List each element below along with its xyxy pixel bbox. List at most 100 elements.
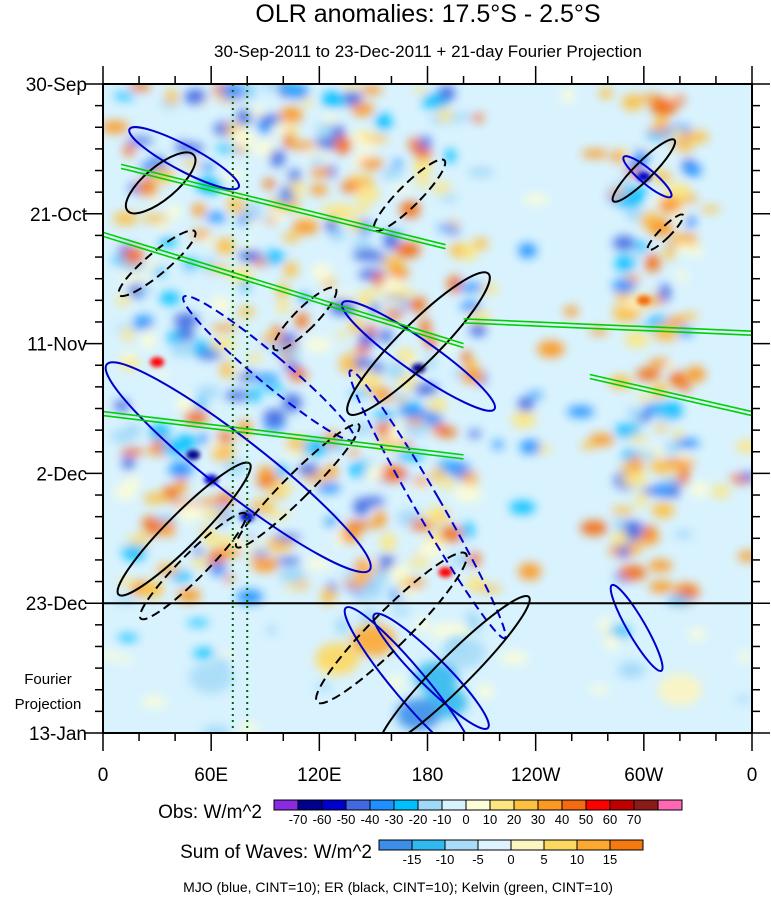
- x-tick-label: 180: [412, 765, 444, 786]
- kelvin-contour: [103, 410, 464, 456]
- obs-colorbar-swatch: [297, 799, 323, 811]
- mjo-contour: [128, 126, 241, 191]
- anomaly-cell: [700, 206, 721, 213]
- anomaly-cell: [325, 517, 337, 527]
- anomaly-cell: [155, 223, 172, 231]
- anomaly-cell: [681, 143, 693, 154]
- x-tick-label: 120W: [511, 765, 561, 786]
- chart-subtitle: 30-Sep-2011 to 23-Dec-2011 + 21-day Four…: [214, 42, 642, 61]
- anomaly-cell: [684, 163, 702, 177]
- plot-area: [103, 84, 752, 733]
- anomaly-cell: [638, 144, 651, 151]
- anomaly-cell: [390, 607, 412, 615]
- anomaly-cell: [618, 565, 647, 581]
- anomaly-cell: [392, 159, 403, 168]
- anomaly-cell: [217, 493, 232, 505]
- anomaly-cell: [469, 322, 487, 337]
- anomaly-cell: [680, 381, 691, 392]
- obs-colorbar-level-label: 40: [555, 812, 569, 827]
- anomaly-cell: [359, 289, 387, 297]
- projection-label-line2: Projection: [15, 696, 82, 713]
- waves-colorbar-level-label: -10: [436, 852, 455, 867]
- obs-colorbar-swatch: [513, 799, 539, 811]
- anomaly-cell: [282, 233, 300, 243]
- anomaly-cell: [176, 503, 204, 522]
- kelvin-contour: [463, 318, 752, 333]
- anomaly-cell: [161, 519, 175, 537]
- anomaly-cell: [184, 410, 208, 425]
- anomaly-cell: [143, 492, 169, 504]
- anomaly-cell: [457, 283, 485, 292]
- anomaly-cell: [154, 371, 168, 379]
- anomaly-cell: [650, 97, 678, 116]
- anomaly-cell: [200, 510, 227, 520]
- anomaly-cell: [363, 496, 385, 507]
- anomaly-cell: [410, 296, 427, 313]
- anomaly-cell: [187, 619, 209, 627]
- anomaly-cell: [271, 127, 289, 136]
- anomaly-cell: [614, 423, 642, 438]
- anomaly-cell: [617, 662, 646, 679]
- obs-colorbar-level-label: -40: [361, 812, 380, 827]
- anomaly-peak: [411, 363, 426, 374]
- anomaly-cell: [321, 587, 335, 606]
- anomaly-cell: [665, 362, 676, 370]
- anomaly-cell: [438, 427, 458, 438]
- anomaly-cell: [195, 386, 221, 399]
- obs-colorbar-swatch: [585, 799, 611, 811]
- anomaly-cell: [468, 430, 481, 438]
- anomaly-cell: [335, 617, 349, 635]
- anomaly-cell: [657, 466, 670, 476]
- er-contour: [611, 138, 677, 203]
- anomaly-cell: [413, 478, 429, 486]
- anomaly-cell: [236, 109, 252, 126]
- kelvin-contour: [120, 163, 446, 246]
- obs-colorbar-swatch: [393, 799, 419, 811]
- obs-colorbar-swatch: [273, 799, 299, 811]
- anomaly-cell: [473, 238, 489, 250]
- anomaly-cell: [114, 92, 136, 100]
- anomaly-cell: [299, 99, 314, 107]
- anomaly-cell: [617, 542, 629, 559]
- anomaly-cell: [269, 511, 291, 520]
- obs-colorbar-level-label: -30: [385, 812, 404, 827]
- obs-colorbar-level-label: 20: [507, 812, 521, 827]
- anomaly-cell: [137, 286, 154, 293]
- er-contour: [234, 422, 361, 549]
- anomaly-cell: [440, 526, 465, 542]
- anomaly-cell: [616, 193, 643, 209]
- projection-cell: [189, 661, 234, 694]
- anomaly-cell: [364, 465, 384, 482]
- anomaly-cell: [252, 557, 279, 572]
- waves-colorbar-level-label: 5: [540, 852, 547, 867]
- anomaly-cell: [666, 316, 687, 326]
- anomaly-cell: [387, 564, 409, 580]
- anomaly-cell: [149, 196, 162, 204]
- er-contour: [646, 213, 685, 252]
- y-tick-label: 11-Nov: [27, 335, 87, 356]
- anomaly-cell: [133, 315, 154, 330]
- anomaly-cell: [674, 244, 694, 254]
- anomaly-cell: [310, 167, 331, 178]
- anomaly-cell: [613, 516, 625, 532]
- obs-colorbar-level-label: 70: [627, 812, 641, 827]
- anomaly-cell: [291, 219, 320, 235]
- obs-colorbar-level-label: -70: [289, 812, 308, 827]
- anomaly-cell: [305, 149, 330, 160]
- anomaly-cell: [159, 291, 180, 305]
- obs-colorbar-swatch: [609, 799, 635, 811]
- anomaly-cell: [380, 168, 403, 180]
- anomaly-cell: [432, 466, 444, 483]
- anomaly-cell: [125, 475, 140, 489]
- obs-colorbar-swatch: [417, 799, 443, 811]
- anomaly-cell: [518, 243, 537, 258]
- anomaly-cell: [645, 131, 666, 141]
- anomaly-cell: [467, 167, 495, 177]
- anomaly-cell: [251, 140, 277, 156]
- projection-cell: [441, 636, 486, 669]
- anomaly-cell: [122, 326, 134, 342]
- anomaly-cell: [612, 235, 636, 251]
- anomaly-cell: [232, 367, 246, 375]
- anomaly-cell: [492, 440, 504, 450]
- anomaly-cell: [223, 575, 235, 582]
